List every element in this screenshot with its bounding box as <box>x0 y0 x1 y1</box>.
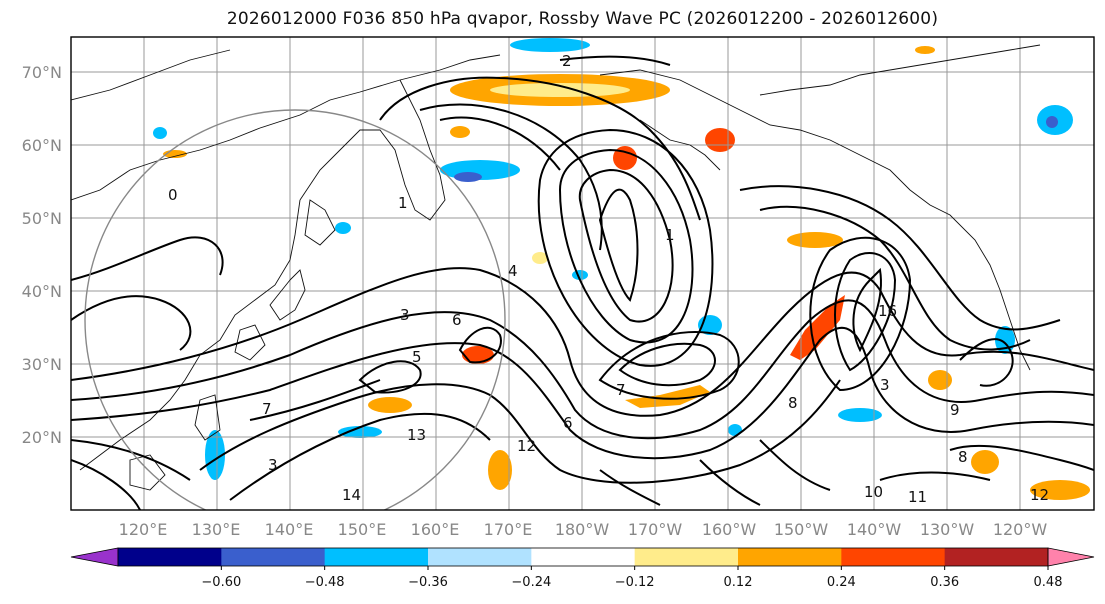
lon-label: 160°W <box>702 520 757 539</box>
colorbar-extend-max <box>1047 547 1095 567</box>
lon-label: 120°W <box>993 520 1048 539</box>
lat-label: 30°N <box>22 355 62 374</box>
colorbar-tick-label: −0.60 <box>201 575 241 590</box>
fill-positive-anomaly <box>488 450 512 490</box>
lon-label: 130°W <box>920 520 975 539</box>
contour-label: 1 <box>398 194 408 212</box>
contour-labels: 0 1 1 2 3 3 3 4 5 6 6 7 7 8 8 9 10 11 12… <box>168 52 1049 506</box>
rossby-wave-contours <box>71 55 1094 510</box>
contour-label: 0 <box>168 186 178 204</box>
colorbar-tick-label: 0.24 <box>827 575 856 590</box>
contour-label: 2 <box>562 52 572 70</box>
fill-negative-anomaly <box>510 38 590 52</box>
fill-negative-anomaly <box>335 222 351 234</box>
lat-label: 40°N <box>22 282 62 301</box>
colorbar-segment <box>221 548 326 566</box>
colorbar: −0.60 −0.48 −0.36 −0.24 −0.12 0.12 0.24 0.36 0.4… <box>70 547 1095 590</box>
fill-positive-anomaly <box>928 370 952 390</box>
colorbar-segment <box>428 548 532 566</box>
contour-label: 4 <box>508 262 518 280</box>
latitude-labels: 70°N 60°N 50°N 40°N 30°N 20°N <box>22 63 62 447</box>
fill-negative-anomaly <box>454 172 482 182</box>
fill-positive-anomaly <box>1030 480 1090 500</box>
fill-positive-anomaly <box>787 232 843 248</box>
lat-label: 60°N <box>22 136 62 155</box>
coastlines <box>71 44 1041 491</box>
contour-label: 7 <box>616 381 626 399</box>
fill-negative-anomaly <box>338 426 382 438</box>
fill-negative-anomaly <box>1046 116 1058 128</box>
fill-negative-anomaly <box>838 408 882 422</box>
contour-label: 6 <box>563 414 573 432</box>
longitude-labels: 120°E 130°E 140°E 150°E 160°E 170°E 180°… <box>119 520 1048 539</box>
contour-label: 12 <box>1030 486 1049 504</box>
contour-label: 3 <box>880 376 890 394</box>
graticule <box>71 37 1094 510</box>
colorbar-tick-label: −0.24 <box>511 575 551 590</box>
colorbar-segment <box>944 548 1049 566</box>
contour-label: 3 <box>400 306 410 324</box>
fill-positive-anomaly <box>971 450 999 474</box>
contour-label: 3 <box>268 456 278 474</box>
contour-label: 8 <box>958 448 968 466</box>
colorbar-tick-label: 0.12 <box>724 575 753 590</box>
fill-positive-anomaly <box>625 385 710 408</box>
colorbar-extend-min <box>70 547 119 567</box>
colorbar-frame <box>117 547 1049 567</box>
lon-label: 140°W <box>847 520 902 539</box>
contour-label: 11 <box>908 488 927 506</box>
colorbar-segment <box>841 548 946 566</box>
contour-label: 5 <box>412 348 422 366</box>
lat-label: 70°N <box>22 63 62 82</box>
contour-label: 13 <box>407 426 426 444</box>
colorbar-segment <box>738 548 842 566</box>
lon-label: 170°W <box>628 520 683 539</box>
fill-negative-anomaly <box>153 127 167 139</box>
lon-label: 120°E <box>119 520 168 539</box>
contour-label: 7 <box>262 400 272 418</box>
fill-positive-anomaly <box>368 397 412 413</box>
contour-label: 1 <box>665 226 675 244</box>
lat-label: 50°N <box>22 209 62 228</box>
contour-label: 12 <box>517 437 536 455</box>
colorbar-segment <box>118 548 222 566</box>
lon-label: 170°E <box>484 520 533 539</box>
map-frame <box>70 36 1095 511</box>
fill-positive-anomaly <box>532 252 548 264</box>
colorbar-segment <box>324 548 429 566</box>
lon-label: 150°E <box>338 520 387 539</box>
contour-label: 8 <box>788 394 798 412</box>
colorbar-tick-label: −0.12 <box>615 575 655 590</box>
contour-label: 6 <box>452 311 462 329</box>
lon-label: 180°W <box>555 520 610 539</box>
fill-positive-anomaly <box>705 128 735 152</box>
fill-positive-anomaly <box>915 46 935 54</box>
figure-title: 2026012000 F036 850 hPa qvapor, Rossby W… <box>226 9 939 29</box>
colorbar-tick-label: 0.36 <box>930 575 959 590</box>
contour-label: 9 <box>950 401 960 419</box>
lon-label: 160°E <box>411 520 460 539</box>
colorbar-segment <box>531 548 636 566</box>
lon-label: 150°W <box>774 520 829 539</box>
colorbar-tick-label: −0.36 <box>408 575 448 590</box>
lat-label: 20°N <box>22 428 62 447</box>
fill-positive-anomaly <box>790 295 845 360</box>
contour-label: 16 <box>878 302 897 320</box>
colorbar-tick-label: 0.48 <box>1034 575 1063 590</box>
colorbar-tick-label: −0.48 <box>305 575 345 590</box>
colorbar-segment <box>634 548 739 566</box>
fill-positive-anomaly <box>613 146 637 170</box>
contour-label: 14 <box>342 486 361 504</box>
reference-circle <box>84 109 506 510</box>
fill-negative-anomaly <box>205 430 225 480</box>
lon-label: 140°E <box>265 520 314 539</box>
fill-positive-anomaly <box>450 126 470 138</box>
fill-positive-anomaly <box>490 83 630 97</box>
lon-label: 130°E <box>192 520 241 539</box>
contour-label: 10 <box>864 483 883 501</box>
